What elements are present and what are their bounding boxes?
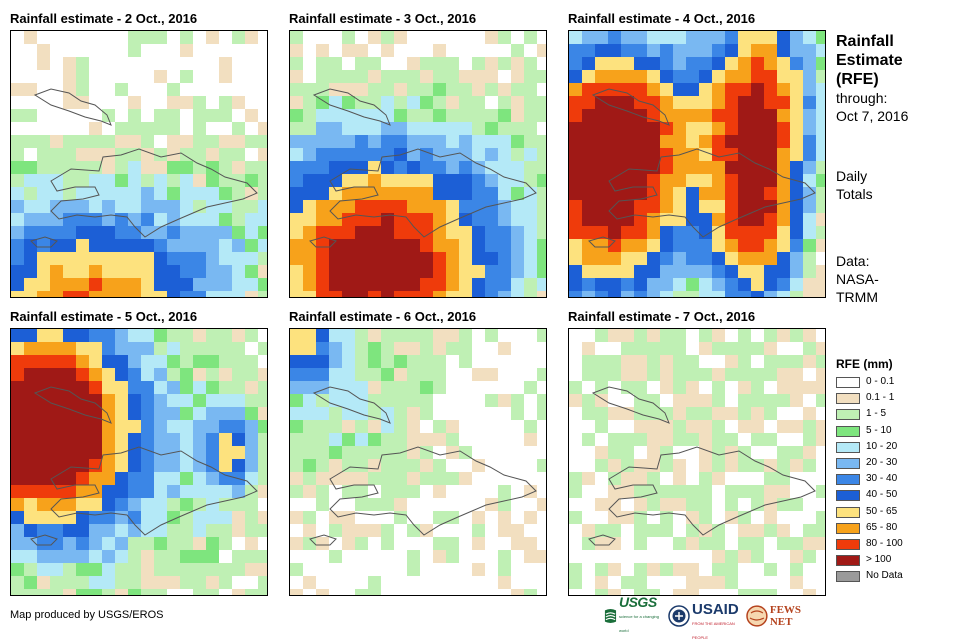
panel-title-1: Rainfall estimate - 2 Oct., 2016: [10, 11, 198, 26]
usaid-seal: [668, 602, 690, 630]
legend-label: 10 - 20: [866, 440, 898, 452]
legend-swatch: [836, 393, 860, 405]
legend-label: 20 - 30: [866, 457, 898, 468]
legend-label: No Data: [866, 570, 903, 582]
side-daily-line1: Daily: [836, 168, 868, 184]
rainfall-map-oct4: [569, 31, 825, 297]
legend-swatch: [836, 474, 860, 486]
legend-title: RFE (mm): [836, 357, 893, 371]
legend-swatch: [836, 522, 860, 534]
side-data-line2: NASA-: [836, 271, 879, 287]
side-title-line3: (RFE): [836, 71, 879, 88]
usaid-seal-icon: [668, 605, 690, 627]
legend-label: > 100: [866, 554, 892, 566]
legend-swatch: [836, 539, 860, 550]
legend-label: 65 - 80: [866, 521, 898, 533]
legend-swatch: [836, 506, 860, 518]
map-panel-oct6: [289, 328, 547, 596]
usgs-tagline: science for a changing world: [618, 613, 660, 633]
map-panel-oct3: [289, 30, 547, 298]
rainfall-map-oct7: [569, 329, 825, 595]
side-data-line1: Data:: [836, 253, 870, 269]
panel-title-6: Rainfall estimate - 7 Oct., 2016: [568, 309, 756, 324]
legend-label: 0 - 0.1: [866, 376, 895, 387]
usaid-tagline: FROM THE AMERICAN PEOPLE: [692, 621, 735, 640]
legend-swatch: [836, 571, 860, 583]
legend-label: 1 - 5: [866, 408, 887, 420]
side-title-line1: Rainfall: [836, 33, 894, 50]
rainfall-map-oct6: [290, 329, 546, 595]
map-panel-oct7: [568, 328, 826, 596]
rainfall-map-oct2: [11, 31, 267, 297]
panel-title-4: Rainfall estimate - 5 Oct., 2016: [10, 309, 198, 324]
rainfall-map-oct3: [290, 31, 546, 297]
side-daily-line2: Totals: [836, 186, 873, 202]
map-panel-oct5: [10, 328, 268, 596]
map-panel-oct4: [568, 30, 826, 298]
legend-label: 50 - 65: [866, 505, 898, 517]
panel-title-3: Rainfall estimate - 4 Oct., 2016: [568, 11, 756, 26]
map-panel-oct2: [10, 30, 268, 298]
usgs-mark-icon: [604, 609, 617, 623]
legend-swatch: [836, 425, 860, 437]
side-title-line2: Estimate: [836, 52, 903, 69]
legend-label: 5 - 10: [866, 424, 892, 436]
legend-label: 0.1 - 1: [866, 392, 895, 404]
legend-label: 80 - 100: [866, 538, 903, 549]
side-through: through:: [836, 90, 888, 106]
rainfall-map-oct5: [11, 329, 267, 595]
legend-label: 30 - 40: [866, 473, 898, 485]
fewsnet-logo: FEWS NET: [746, 602, 826, 630]
usaid-text: USAID: [692, 601, 739, 618]
side-title: Rainfall Estimate (RFE) through: Oct 7, …: [836, 32, 908, 125]
legend-swatch: [836, 377, 860, 388]
map-credit: Map produced by USGS/EROS: [10, 609, 164, 621]
side-daily: Daily Totals: [836, 167, 873, 203]
side-data-source: Data: NASA- TRMM: [836, 252, 879, 306]
legend-swatch: [836, 458, 860, 469]
usaid-logo: USAID FROM THE AMERICAN PEOPLE: [692, 601, 744, 640]
usgs-text: USGS: [618, 593, 657, 610]
usgs-logo: USGS science for a changing world: [604, 595, 666, 633]
side-date: Oct 7, 2016: [836, 108, 909, 124]
side-data-line3: TRMM: [836, 289, 878, 305]
panel-title-5: Rainfall estimate - 6 Oct., 2016: [289, 309, 477, 324]
fewsnet-globe-icon: [746, 605, 768, 627]
legend-swatch: [836, 441, 860, 453]
legend-swatch: [836, 555, 860, 567]
legend-label: 40 - 50: [866, 489, 898, 501]
legend-swatch: [836, 409, 860, 421]
panel-title-2: Rainfall estimate - 3 Oct., 2016: [289, 11, 477, 26]
legend-swatch: [836, 490, 860, 502]
fewsnet-text: FEWS NET: [769, 604, 802, 628]
